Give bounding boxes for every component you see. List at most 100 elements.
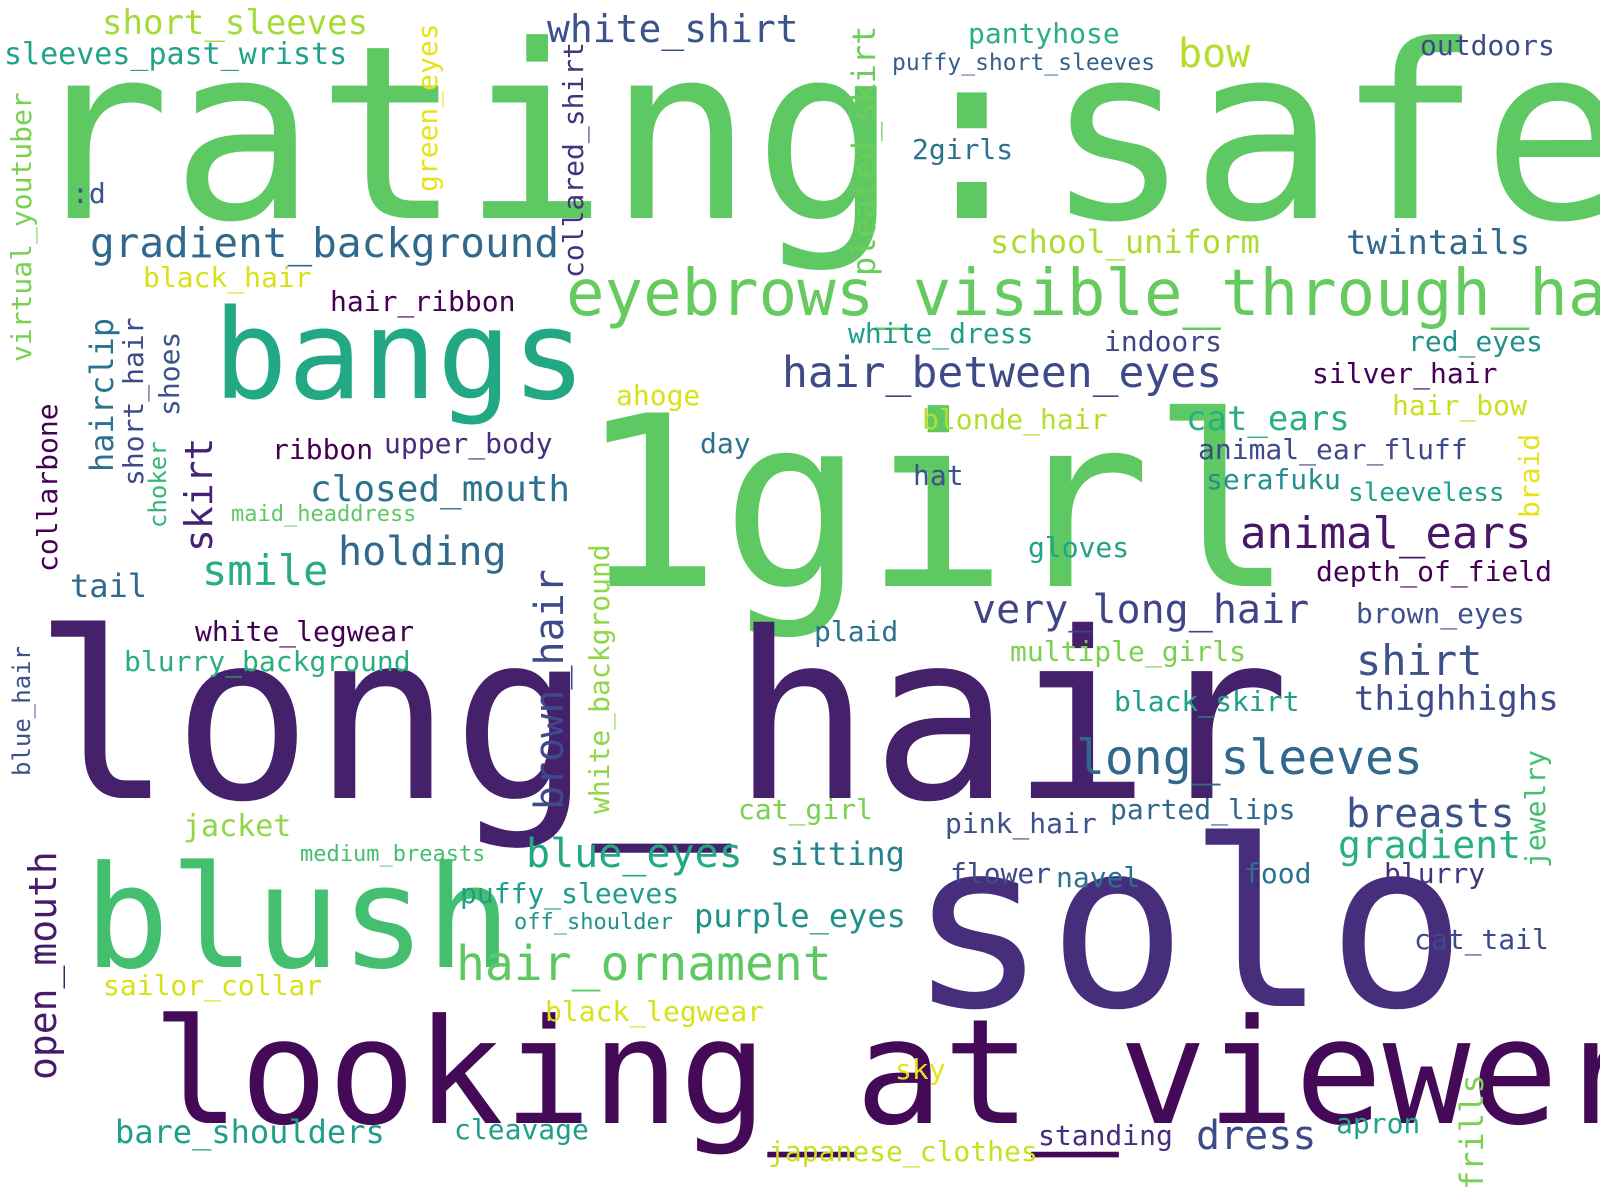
word: blue_eyes	[526, 831, 743, 877]
word: sailor_collar	[103, 969, 323, 1002]
word: smile	[202, 546, 329, 595]
word: silver_hair	[1312, 357, 1498, 390]
word: collarbone	[31, 403, 64, 572]
word: puffy_short_sleeves	[892, 50, 1156, 76]
word: white_shirt	[547, 7, 799, 51]
word: breasts	[1346, 791, 1515, 837]
word: blue_hair	[8, 645, 36, 776]
word: white_dress	[848, 317, 1034, 350]
word: multiple_girls	[1010, 635, 1247, 668]
word: blush	[84, 836, 512, 1001]
word: shirt	[1356, 636, 1483, 685]
word: hat	[913, 459, 964, 492]
word: outdoors	[1420, 29, 1555, 62]
word: thighhighs	[1354, 679, 1559, 719]
word: jewelry	[1519, 749, 1552, 868]
word: hair_ornament	[456, 936, 832, 992]
word: white_background	[583, 544, 616, 814]
word: food	[1244, 857, 1312, 890]
word: 1girl	[578, 366, 1295, 643]
word: bangs	[213, 284, 587, 428]
word: blurry	[1384, 857, 1486, 890]
word: green_eyes	[411, 23, 444, 192]
word: flower	[950, 857, 1052, 890]
word: sleeves_past_wrists	[4, 37, 348, 72]
word: collared_shirt	[557, 41, 590, 278]
word: sitting	[770, 835, 905, 873]
word: shoes	[153, 331, 186, 416]
word: medium_breasts	[300, 842, 486, 867]
word: :d	[72, 177, 106, 210]
word: animal_ear_fluff	[1198, 433, 1468, 466]
word: short_sleeves	[102, 3, 369, 43]
word: blurry_background	[124, 645, 411, 678]
word: sky	[895, 1053, 946, 1086]
word: pantyhose	[968, 17, 1120, 50]
word: red_eyes	[1408, 325, 1543, 358]
word: solo	[908, 791, 1467, 1061]
word: open_mouth	[21, 851, 65, 1080]
word: maid_headdress	[231, 502, 417, 527]
word: gradient_background	[90, 219, 559, 267]
word: apron	[1336, 1107, 1421, 1140]
word: jacket	[183, 809, 292, 844]
word: school_uniform	[990, 223, 1260, 261]
word: pink_hair	[945, 807, 1097, 840]
word: frills	[1453, 1074, 1491, 1190]
word: sleeveless	[1348, 478, 1505, 508]
word: japanese_clothes	[768, 1135, 1038, 1168]
word: cat_ears	[1186, 399, 1350, 439]
word: closed_mouth	[310, 469, 571, 510]
word: standing	[1038, 1119, 1173, 1152]
word: serafuku	[1206, 463, 1341, 496]
word: eyebrows_visible_through_hair	[566, 257, 1600, 331]
word: navel	[1056, 861, 1141, 894]
word: hair_ribbon	[330, 285, 516, 318]
word: black_legwear	[545, 995, 765, 1028]
word: skirt	[177, 437, 221, 552]
word: day	[700, 427, 751, 460]
word: cat_tail	[1414, 923, 1549, 956]
word: cat_girl	[738, 793, 873, 826]
word: indoors	[1104, 325, 1223, 358]
word: cleavage	[454, 1113, 589, 1146]
word: pleated_skirt	[845, 25, 883, 276]
word: white_legwear	[195, 615, 415, 648]
word: parted_lips	[1110, 793, 1296, 826]
word: choker	[144, 441, 172, 528]
word: 2girls	[912, 133, 1014, 166]
word: long_sleeves	[1076, 730, 1423, 786]
word: black_skirt	[1114, 685, 1300, 718]
word: animal_ears	[1240, 508, 1532, 559]
word: dress	[1196, 1113, 1317, 1159]
word: brown_hair	[527, 569, 573, 810]
word: upper_body	[384, 427, 553, 460]
word: gradient	[1338, 823, 1522, 867]
word: ribbon	[272, 433, 374, 466]
word: brown_eyes	[1356, 597, 1525, 630]
word: tail	[70, 567, 148, 605]
word: depth_of_field	[1316, 555, 1553, 588]
word: twintails	[1346, 223, 1531, 263]
word: bow	[1178, 31, 1251, 77]
word: rating:safe	[25, 0, 1600, 276]
word: purple_eyes	[694, 897, 906, 935]
word: looking_at_viewer	[152, 988, 1600, 1158]
word: hairclip	[83, 317, 121, 472]
word: very_long_hair	[972, 587, 1310, 633]
word: puffy_sleeves	[460, 877, 680, 910]
word: off_shoulder	[514, 910, 673, 935]
word: hair_bow	[1392, 389, 1527, 422]
word: gloves	[1028, 531, 1130, 564]
word: hair_between_eyes	[782, 348, 1223, 398]
word: holding	[338, 529, 507, 575]
word: black_hair	[143, 261, 312, 294]
word: plaid	[814, 615, 899, 648]
word: braid	[1513, 433, 1546, 518]
word: bare_shoulders	[115, 1113, 385, 1151]
word: blonde_hair	[922, 403, 1108, 436]
word: ahoge	[616, 379, 701, 412]
word: long_hair	[33, 583, 1291, 853]
word: virtual_youtuber	[5, 92, 38, 362]
